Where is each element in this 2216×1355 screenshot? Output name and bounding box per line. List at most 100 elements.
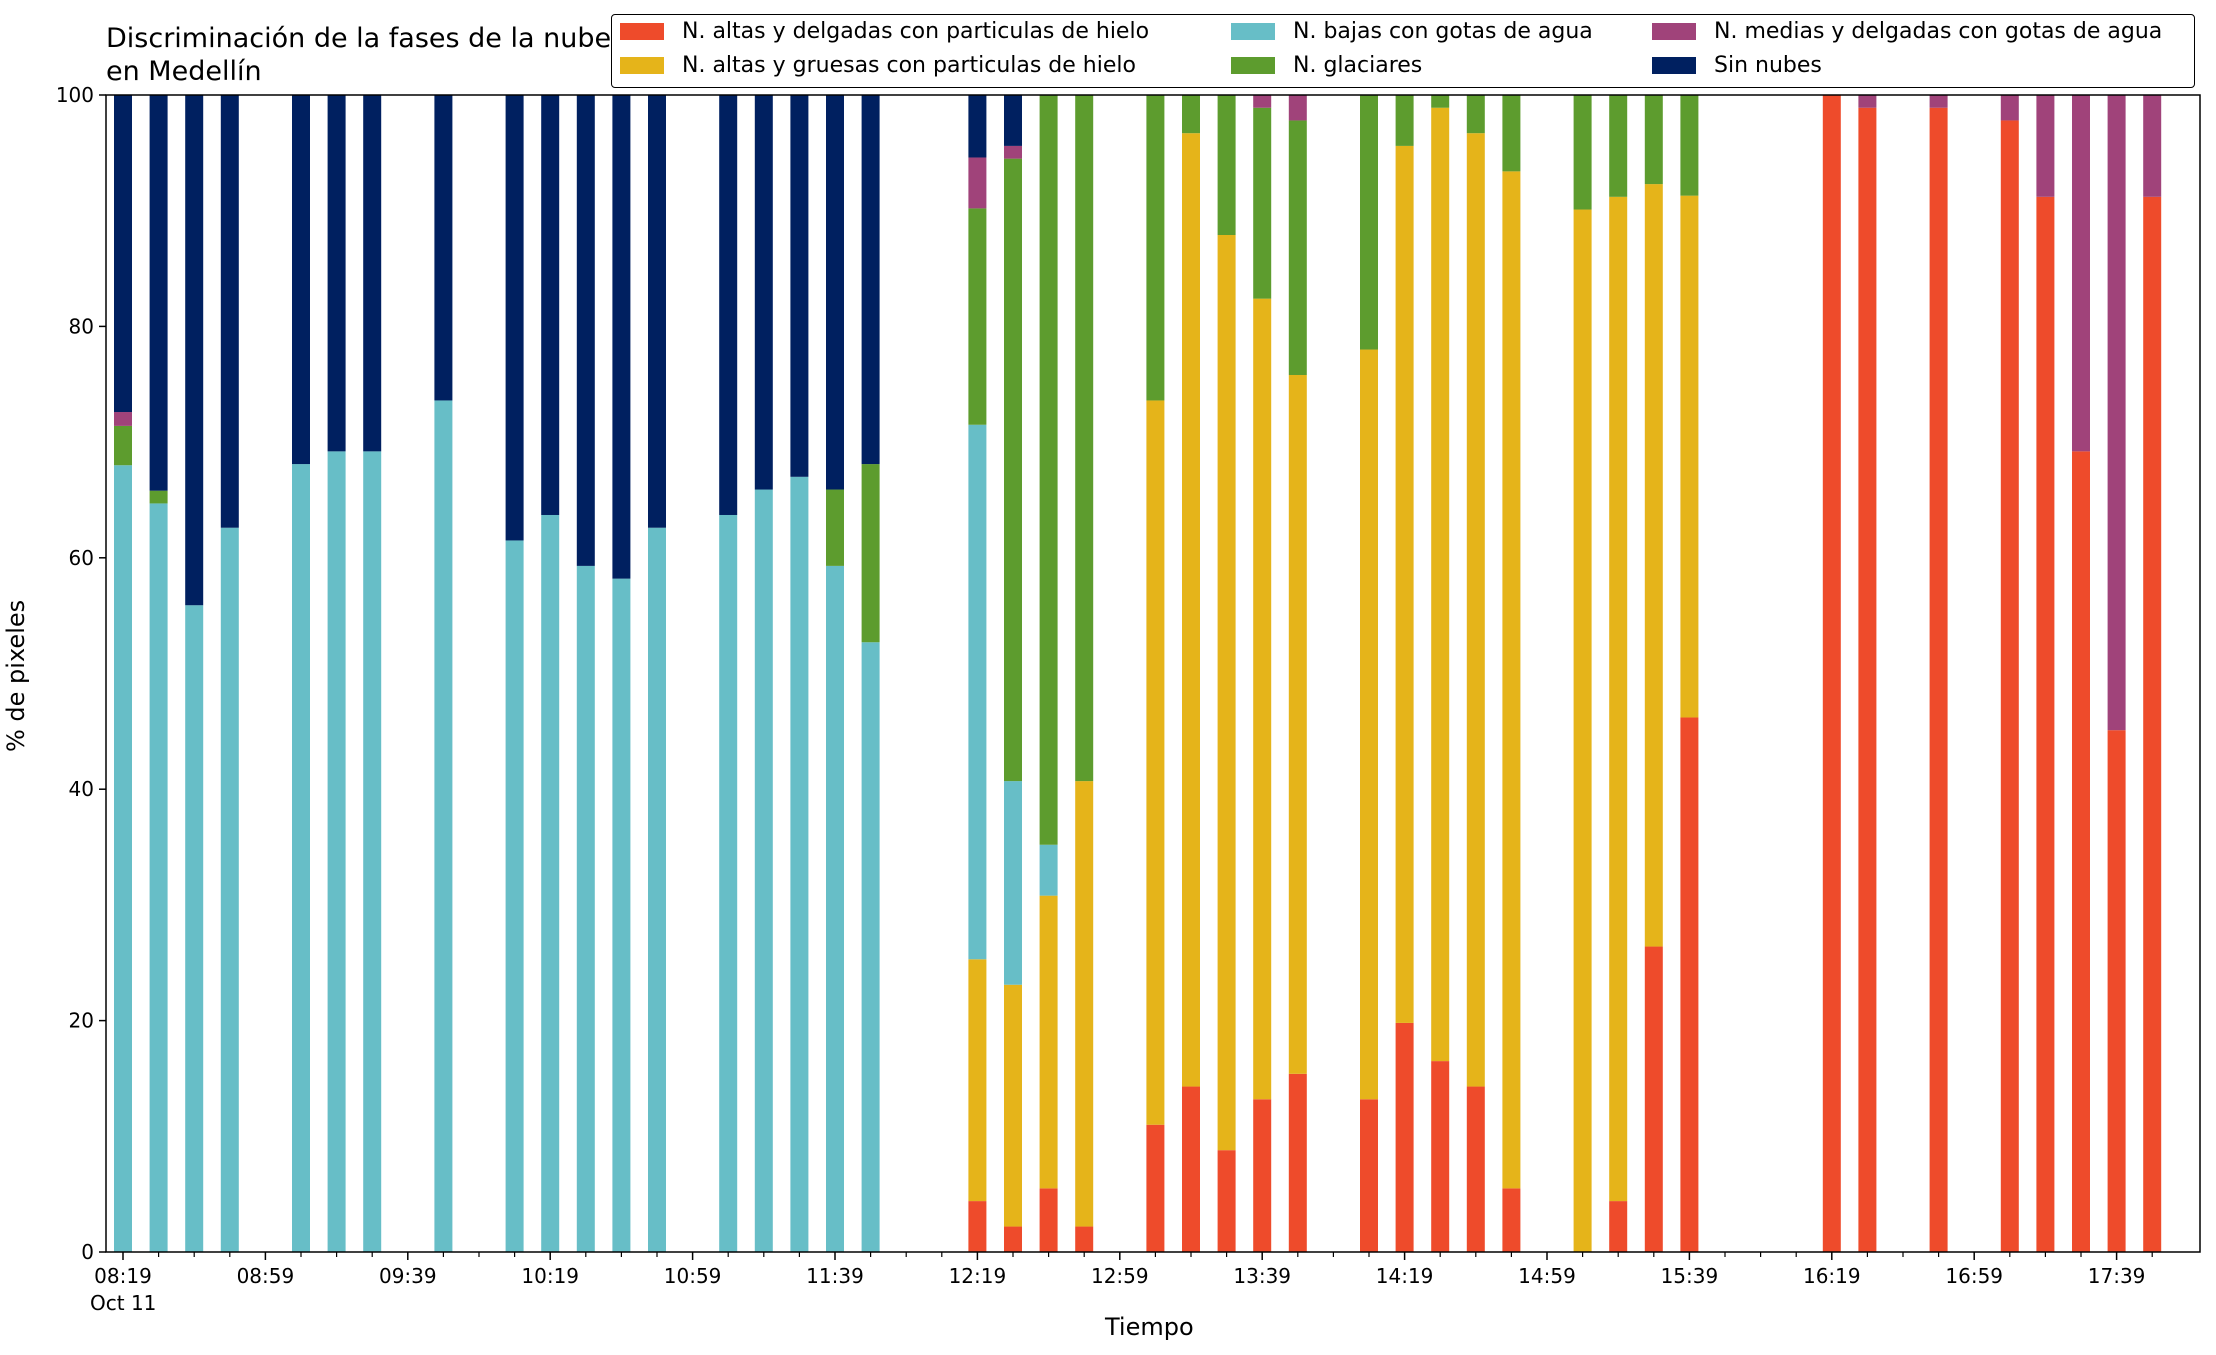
bar-segment-1519-s1 xyxy=(1609,196,1628,1202)
legend-item-series-3: N. glaciares xyxy=(1231,53,1422,78)
bar-segment-1419-s3 xyxy=(1395,95,1414,146)
legend-item-series-1: N. altas y gruesas con particulas de hie… xyxy=(620,53,1136,78)
bar-segment-1449-s3 xyxy=(1502,95,1521,172)
x-tick-label: 10:19 xyxy=(521,1264,579,1288)
legend-swatch-3 xyxy=(1231,57,1275,74)
legend: N. altas y delgadas con particulas de hi… xyxy=(611,14,2195,88)
bar-segment-0849-s2 xyxy=(220,527,239,1252)
bar-segment-1009-s5 xyxy=(505,95,524,541)
bar-segment-1529-s3 xyxy=(1644,95,1663,185)
bar-segment-1149-s2 xyxy=(861,642,880,1252)
bar-segment-1349-s0 xyxy=(1288,1073,1307,1252)
bar-segment-1419-s1 xyxy=(1395,145,1414,1023)
bar-segment-1239-s2 xyxy=(1039,844,1058,896)
y-tick-label: 20 xyxy=(69,1009,94,1033)
bar-segment-1219-s3 xyxy=(968,208,987,425)
bar-segment-0949-s2 xyxy=(434,400,453,1252)
bar-segment-1219-s1 xyxy=(968,959,987,1202)
bar-segment-1319-s0 xyxy=(1182,1086,1200,1252)
bar-segment-1219-s5 xyxy=(968,95,987,158)
legend-label-5: Sin nubes xyxy=(1714,53,1822,78)
bar-segment-1649-s4 xyxy=(1929,95,1948,108)
bar-segment-1229-s5 xyxy=(1004,95,1022,146)
axes-layer: 0 20 40 60 80 100 08:19 08:59 09:39 10:19 10:59 11:… xyxy=(56,83,2201,1315)
bar-segment-1539-s3 xyxy=(1680,95,1699,196)
bar-segment-1129-s2 xyxy=(790,476,809,1252)
x-tick-label: 10:59 xyxy=(664,1264,722,1288)
bar-segment-0909-s2 xyxy=(292,464,310,1253)
bar-segment-0829-s5 xyxy=(149,95,168,491)
bar-segment-0819-s2 xyxy=(114,465,132,1252)
legend-label-1: N. altas y gruesas con particulas de hie… xyxy=(682,53,1136,78)
bar-segment-0819-s5 xyxy=(114,95,132,413)
bar-segment-1629-s4 xyxy=(1858,95,1877,108)
bar-segment-1749-s4 xyxy=(2143,95,2162,197)
x-tick-label: 14:19 xyxy=(1376,1264,1434,1288)
x-tick-label: 09:39 xyxy=(379,1264,437,1288)
bar-segment-1739-s4 xyxy=(2107,95,2126,731)
legend-item-series-5: Sin nubes xyxy=(1652,53,1822,78)
bar-segment-1309-s1 xyxy=(1146,400,1165,1125)
legend-swatch-5 xyxy=(1652,57,1696,74)
legend-item-series-2: N. bajas con gotas de agua xyxy=(1231,19,1593,44)
bar-segment-1419-s0 xyxy=(1395,1022,1414,1252)
bar-segment-1709-s0 xyxy=(2000,120,2019,1253)
bar-segment-1429-s1 xyxy=(1431,107,1450,1062)
bar-segment-0929-s2 xyxy=(363,451,382,1252)
bar-segment-1129-s5 xyxy=(790,95,809,477)
bar-segment-1519-s3 xyxy=(1609,95,1628,197)
bar-segment-1439-s1 xyxy=(1466,133,1485,1087)
bar-segment-1239-s1 xyxy=(1039,895,1058,1189)
bar-segment-1439-s0 xyxy=(1466,1086,1485,1252)
bar-segment-1649-s0 xyxy=(1929,107,1948,1253)
bar-segment-0839-s2 xyxy=(185,605,204,1252)
bar-segment-1109-s5 xyxy=(719,95,738,515)
bar-segment-1409-s0 xyxy=(1360,1099,1378,1252)
bar-segment-1409-s3 xyxy=(1360,95,1378,350)
bar-segment-1249-s0 xyxy=(1075,1226,1094,1252)
y-tick-label: 80 xyxy=(69,314,94,338)
chart-title: Discriminación de la fases de la nube en… xyxy=(106,23,612,87)
x-tick-label: 12:19 xyxy=(949,1264,1007,1288)
bar-segment-1449-s1 xyxy=(1502,171,1521,1189)
bar-segment-1349-s3 xyxy=(1288,120,1307,375)
bar-segment-1229-s2 xyxy=(1004,781,1022,985)
bar-segment-1409-s1 xyxy=(1360,349,1378,1100)
bar-segment-1239-s3 xyxy=(1039,95,1058,845)
bar-segment-1029-s2 xyxy=(576,565,595,1252)
legend-swatch-4 xyxy=(1652,23,1696,40)
x-tick-label: 08:19 xyxy=(94,1264,152,1288)
bar-segment-1049-s5 xyxy=(648,95,666,528)
x-tick-label: 14:59 xyxy=(1518,1264,1576,1288)
x-tick-label: 16:19 xyxy=(1803,1264,1861,1288)
bar-segment-1249-s1 xyxy=(1075,781,1094,1227)
bars-layer xyxy=(114,95,2162,1253)
bar-segment-1149-s5 xyxy=(861,95,880,465)
legend-swatch-2 xyxy=(1231,23,1275,40)
bar-segment-1329-s0 xyxy=(1217,1150,1236,1252)
bar-segment-1149-s3 xyxy=(861,464,880,643)
bar-segment-1729-s4 xyxy=(2072,95,2090,452)
bar-segment-1719-s0 xyxy=(2036,196,2055,1252)
bar-segment-1119-s2 xyxy=(754,489,773,1252)
bar-segment-1339-s4 xyxy=(1253,95,1272,108)
x-tick-label: 13:39 xyxy=(1233,1264,1291,1288)
bar-segment-1229-s3 xyxy=(1004,158,1022,782)
bar-segment-1709-s4 xyxy=(2000,95,2019,121)
bar-segment-1239-s0 xyxy=(1039,1188,1058,1252)
bar-segment-1029-s5 xyxy=(576,95,595,566)
bar-segment-1309-s3 xyxy=(1146,95,1165,401)
bar-segment-1229-s1 xyxy=(1004,984,1022,1227)
x-axis-label: Tiempo xyxy=(1105,1313,1194,1341)
legend-swatch-0 xyxy=(620,23,664,40)
bar-segment-1539-s1 xyxy=(1680,195,1699,718)
bar-segment-1329-s3 xyxy=(1217,95,1236,235)
legend-item-series-4: N. medias y delgadas con gotas de agua xyxy=(1652,19,2162,44)
bar-segment-0909-s5 xyxy=(292,95,310,465)
bar-segment-1439-s3 xyxy=(1466,95,1485,134)
bar-segment-1009-s2 xyxy=(505,540,524,1252)
y-tick-label: 0 xyxy=(81,1240,94,1264)
bar-segment-1339-s1 xyxy=(1253,298,1272,1100)
legend-swatch-1 xyxy=(620,57,664,74)
bar-segment-0829-s3 xyxy=(149,490,168,504)
